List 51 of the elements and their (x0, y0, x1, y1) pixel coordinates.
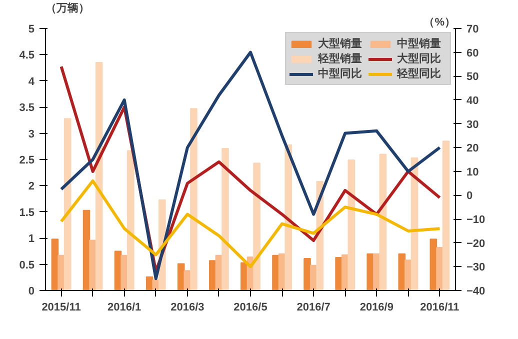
y2-tick-label: 70 (466, 24, 479, 36)
legend-label: 轻型销量 (318, 52, 363, 66)
legend-label: 大型同比 (397, 52, 442, 66)
legend-label: 大型销量 (318, 36, 363, 51)
y2-tick-label: −40 (466, 286, 486, 298)
bar (398, 253, 406, 290)
bar (177, 263, 185, 290)
y-tick-label: 0.5 (19, 259, 35, 272)
y2-axis-title: （%） (424, 16, 456, 28)
bar (442, 140, 450, 290)
y-tick-label: 3 (28, 128, 35, 140)
y2-tick-label: 10 (466, 166, 479, 178)
x-tick-label: 2016/11 (420, 302, 460, 314)
y-tick-label: 0 (28, 286, 35, 298)
line-series (60, 179, 442, 268)
x-tick-label: 2016/7 (296, 302, 330, 314)
legend-label: 中型销量 (397, 36, 442, 51)
bar (190, 108, 198, 290)
bar (127, 150, 134, 290)
y-tick-label: 3.5 (19, 102, 35, 114)
y-axis-title: （万辆） (46, 2, 90, 14)
y2-tick-label: −20 (466, 238, 486, 250)
bar (222, 148, 229, 290)
y-tick-label: 2 (28, 180, 35, 193)
y-tick-label: 1 (28, 233, 35, 246)
x-tick-label: 2016/1 (108, 302, 142, 314)
y-tick-label: 1.5 (19, 206, 35, 219)
bar (284, 144, 292, 290)
y-tick-label: 2.5 (19, 154, 35, 166)
y2-tick-label: 50 (466, 71, 479, 84)
y2-tick-label: 30 (466, 118, 479, 131)
legend-label: 轻型同比 (397, 66, 442, 81)
y2-tick-label: −30 (466, 262, 486, 274)
x-tick-label: 2016/3 (170, 302, 204, 314)
bar (253, 162, 260, 290)
bar (348, 160, 356, 290)
y2-tick-label: 40 (466, 94, 479, 107)
y-tick-label: 4.5 (19, 50, 35, 62)
y2-tick-label: 0 (466, 190, 473, 202)
bar (64, 118, 72, 290)
bar (304, 258, 311, 290)
y2-tick-label: 60 (466, 47, 479, 60)
legend-label: 中型同比 (318, 66, 363, 81)
x-tick-label: 2015/11 (42, 302, 81, 314)
bar (95, 62, 103, 290)
y-tick-label: 4 (28, 76, 36, 88)
x-tick-label: 2016/5 (234, 302, 268, 314)
y2-tick-label: 20 (466, 142, 479, 155)
y-tick-label: 5 (28, 24, 35, 36)
y2-tick-label: −10 (466, 214, 486, 226)
x-tick-label: 2016/9 (360, 302, 394, 314)
